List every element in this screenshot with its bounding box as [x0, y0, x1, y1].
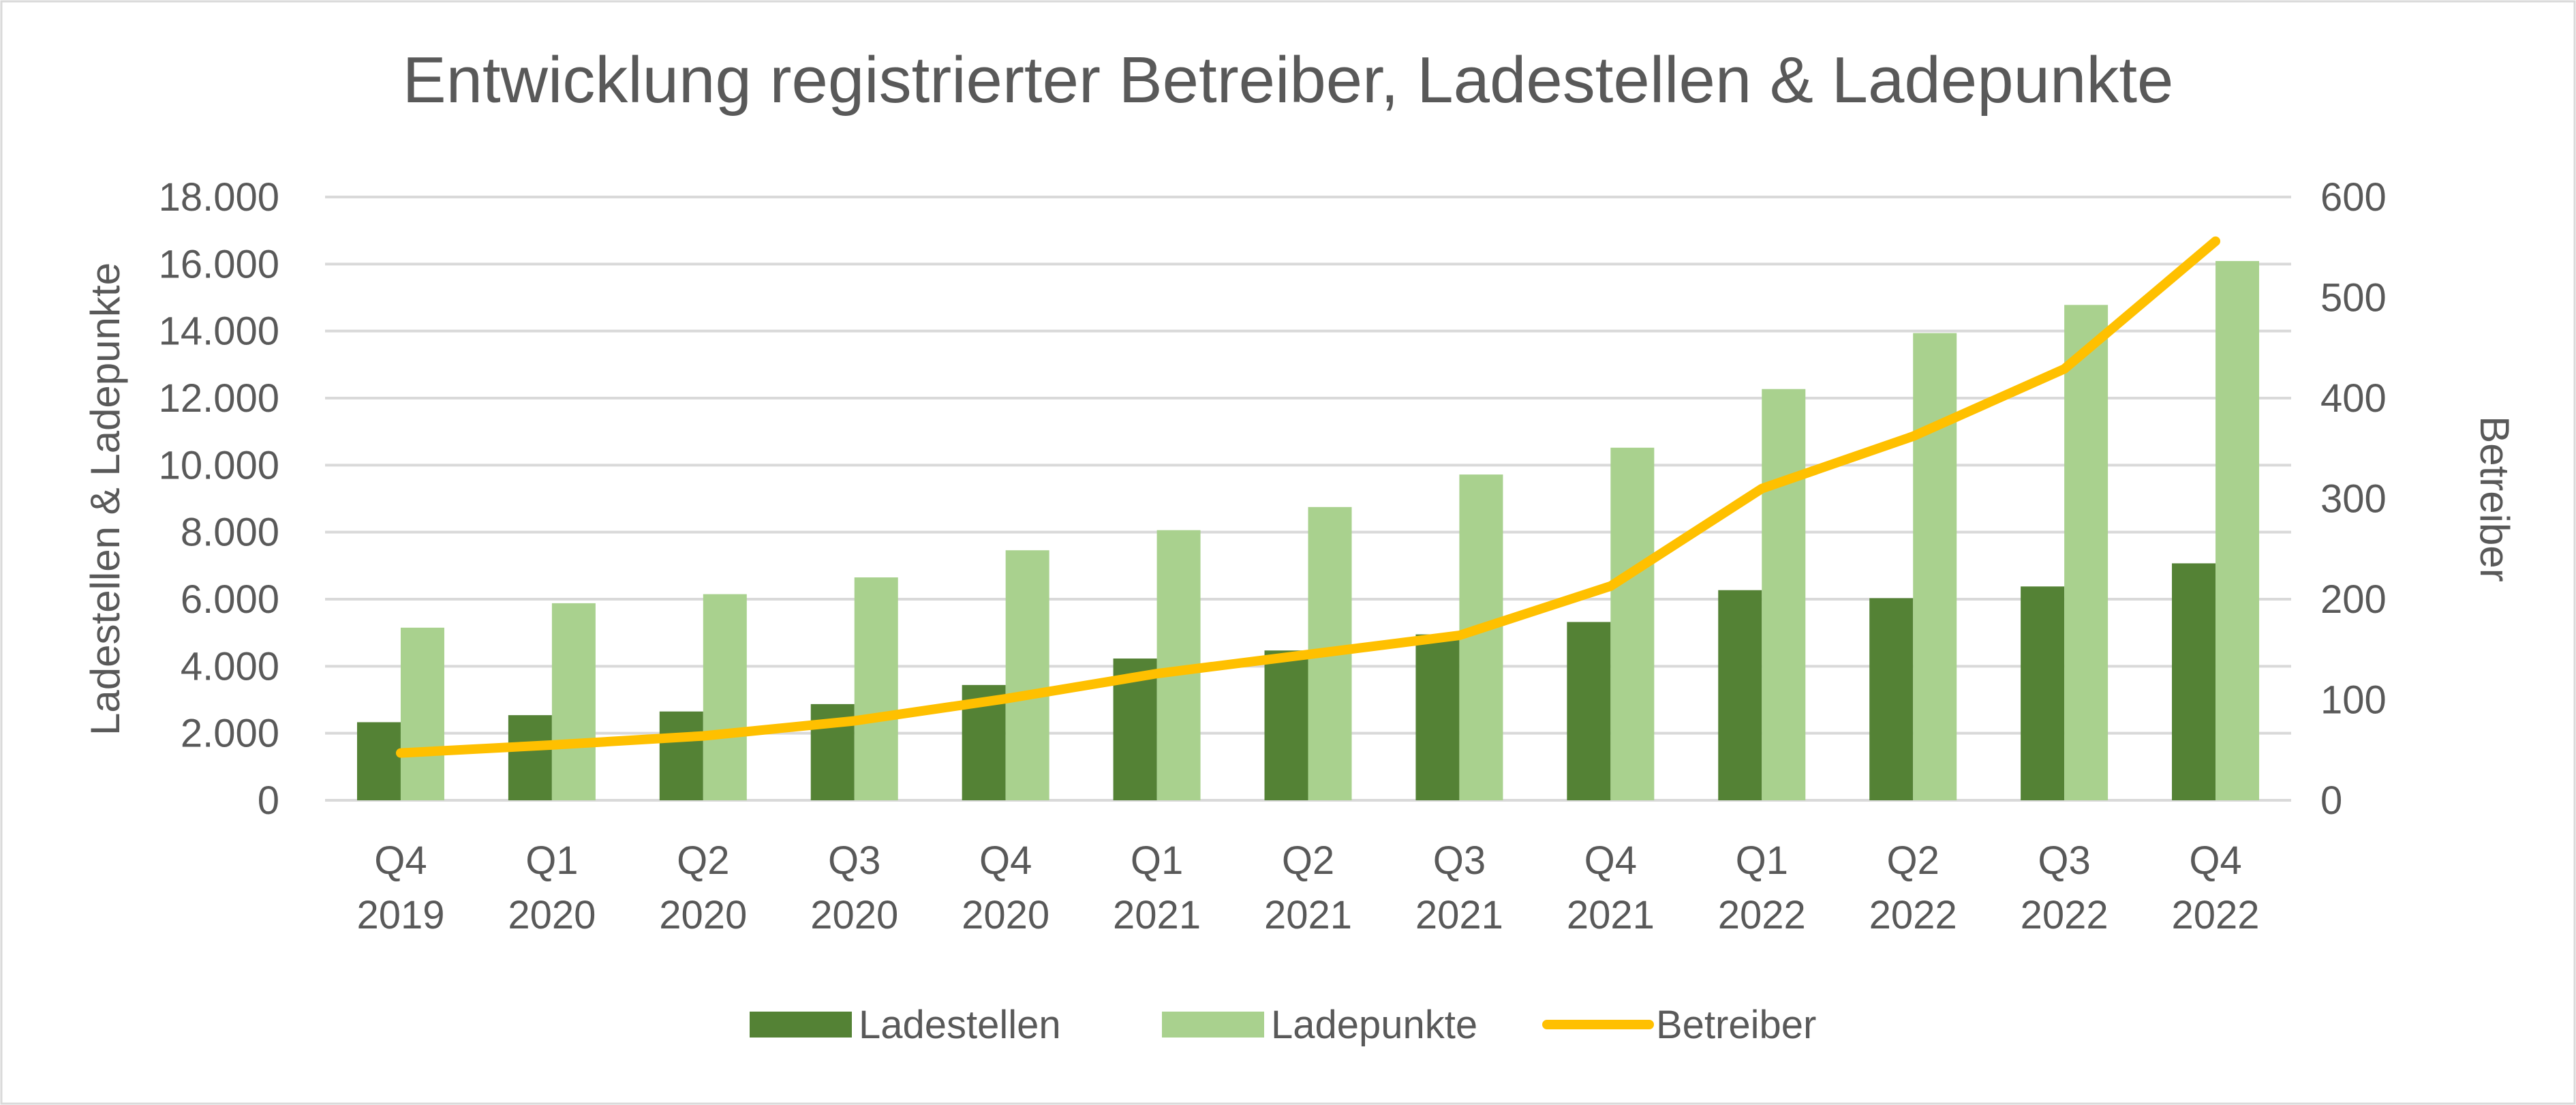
y-right-tick-label: 200	[2320, 577, 2387, 622]
y-axis-right-title: Betreiber	[2472, 416, 2517, 581]
y-tick-label: 4.000	[181, 644, 279, 688]
legend-swatch-ladestellen	[750, 1012, 852, 1038]
line-point	[1912, 436, 1914, 438]
line-point	[399, 752, 401, 754]
x-tick-year: 2021	[1567, 893, 1655, 937]
bar-ladestellen	[1718, 590, 1762, 800]
x-tick-year: 2020	[810, 893, 898, 937]
x-tick-quarter: Q3	[2038, 838, 2090, 883]
x-tick-year: 2020	[508, 893, 596, 937]
bar-ladestellen	[356, 722, 401, 800]
x-tick-quarter: Q4	[374, 838, 427, 883]
bar-ladepunkte	[2064, 305, 2109, 801]
x-tick-quarter: Q2	[1282, 838, 1334, 883]
bar-ladestellen	[1415, 634, 1460, 800]
bar-ladestellen	[508, 715, 552, 800]
line-point	[1005, 698, 1007, 700]
y-right-tick-label: 100	[2320, 678, 2387, 723]
bar-ladepunkte	[1913, 333, 1957, 800]
x-tick-year: 2019	[356, 893, 444, 937]
x-tick-quarter: Q4	[1584, 838, 1637, 883]
legend-label: Ladepunkte	[1271, 1003, 1477, 1047]
x-tick-year: 2022	[2021, 893, 2109, 937]
line-series	[395, 236, 2221, 758]
line-point	[702, 735, 704, 737]
bar-ladestellen	[2172, 563, 2216, 800]
x-tick-year: 2020	[659, 893, 747, 937]
y-axis-left: 0 2.000 4.000 6.000 8.000 10.000 12.000 14.000 1…	[159, 175, 279, 823]
bar-ladestellen	[1264, 650, 1308, 800]
line-point	[1458, 635, 1460, 637]
y-tick-label: 8.000	[181, 511, 279, 555]
line-point	[2064, 368, 2066, 370]
bar-ladestellen	[2021, 586, 2065, 800]
line-point	[1156, 673, 1158, 675]
x-tick-year: 2020	[962, 893, 1049, 937]
bar-ladestellen	[659, 711, 703, 800]
legend-label: Ladestellen	[859, 1003, 1061, 1047]
line-point	[853, 720, 855, 722]
line-point	[1761, 487, 1763, 489]
y-tick-label: 0	[258, 778, 279, 823]
x-tick-year: 2021	[1264, 893, 1352, 937]
y-tick-label: 18.000	[159, 175, 279, 220]
line-point	[1307, 654, 1309, 656]
y-tick-label: 2.000	[181, 712, 279, 756]
y-axis-left-title: Ladestellen & Ladepunkte	[82, 262, 128, 736]
x-tick-quarter: Q4	[979, 838, 1032, 883]
y-right-tick-label: 400	[2320, 376, 2387, 421]
bar-ladepunkte	[1762, 389, 1806, 800]
x-tick-quarter: Q2	[1887, 838, 1939, 883]
x-tick-quarter: Q1	[525, 838, 578, 883]
x-tick-quarter: Q3	[1433, 838, 1486, 883]
x-tick-quarter: Q3	[828, 838, 880, 883]
y-axis-right: 0 100 200 300 400 500 600	[2320, 175, 2387, 823]
y-right-tick-label: 600	[2320, 175, 2387, 220]
x-tick-year: 2022	[1869, 893, 1957, 937]
x-axis: Q4 2019 Q1 2020 Q2 2020 Q3 2020 Q4 2020 Q1 2021 Q2 20…	[356, 838, 2259, 937]
legend: Ladestellen Ladepunkte Betreiber	[750, 1003, 1816, 1047]
bar-ladepunkte	[1610, 447, 1655, 800]
y-tick-label: 16.000	[159, 242, 279, 286]
line-point	[2215, 240, 2217, 242]
line-point	[551, 744, 553, 746]
bar-ladepunkte	[703, 594, 747, 800]
y-right-tick-label: 0	[2320, 778, 2342, 823]
legend-swatch-ladepunkte	[1162, 1012, 1264, 1038]
y-tick-label: 10.000	[159, 443, 279, 487]
bars	[356, 260, 2260, 801]
bar-ladepunkte	[400, 627, 444, 800]
x-tick-year: 2021	[1415, 893, 1503, 937]
x-tick-year: 2022	[1718, 893, 1806, 937]
x-tick-quarter: Q2	[677, 838, 729, 883]
chart-title: Entwicklung registrierter Betreiber, Lad…	[403, 44, 2174, 117]
bar-ladepunkte	[854, 577, 898, 800]
bar-ladepunkte	[551, 603, 596, 800]
x-tick-year: 2022	[2172, 893, 2260, 937]
legend-label: Betreiber	[1656, 1003, 1816, 1047]
x-tick-quarter: Q1	[1736, 838, 1788, 883]
y-tick-label: 14.000	[159, 309, 279, 354]
x-tick-quarter: Q4	[2189, 838, 2241, 883]
y-right-tick-label: 300	[2320, 477, 2387, 521]
y-right-tick-label: 500	[2320, 276, 2387, 320]
bar-ladepunkte	[1005, 550, 1049, 800]
x-tick-quarter: Q1	[1131, 838, 1183, 883]
y-tick-label: 6.000	[181, 577, 279, 622]
bar-ladestellen	[1567, 622, 1611, 800]
y-tick-label: 12.000	[159, 376, 279, 421]
bar-ladepunkte	[2215, 260, 2260, 800]
line-point	[1610, 585, 1612, 587]
x-tick-year: 2021	[1113, 893, 1201, 937]
bar-ladestellen	[1869, 598, 1914, 800]
